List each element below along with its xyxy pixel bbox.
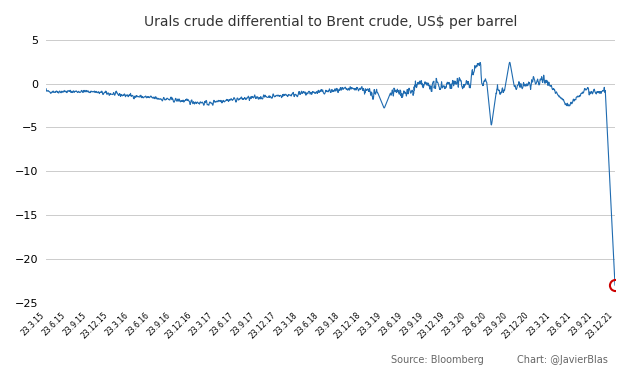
Text: Source: Bloomberg: Source: Bloomberg [391,355,483,365]
Title: Urals crude differential to Brent crude, US$ per barrel: Urals crude differential to Brent crude,… [144,15,517,29]
Text: Chart: @JavierBlas: Chart: @JavierBlas [517,355,607,365]
